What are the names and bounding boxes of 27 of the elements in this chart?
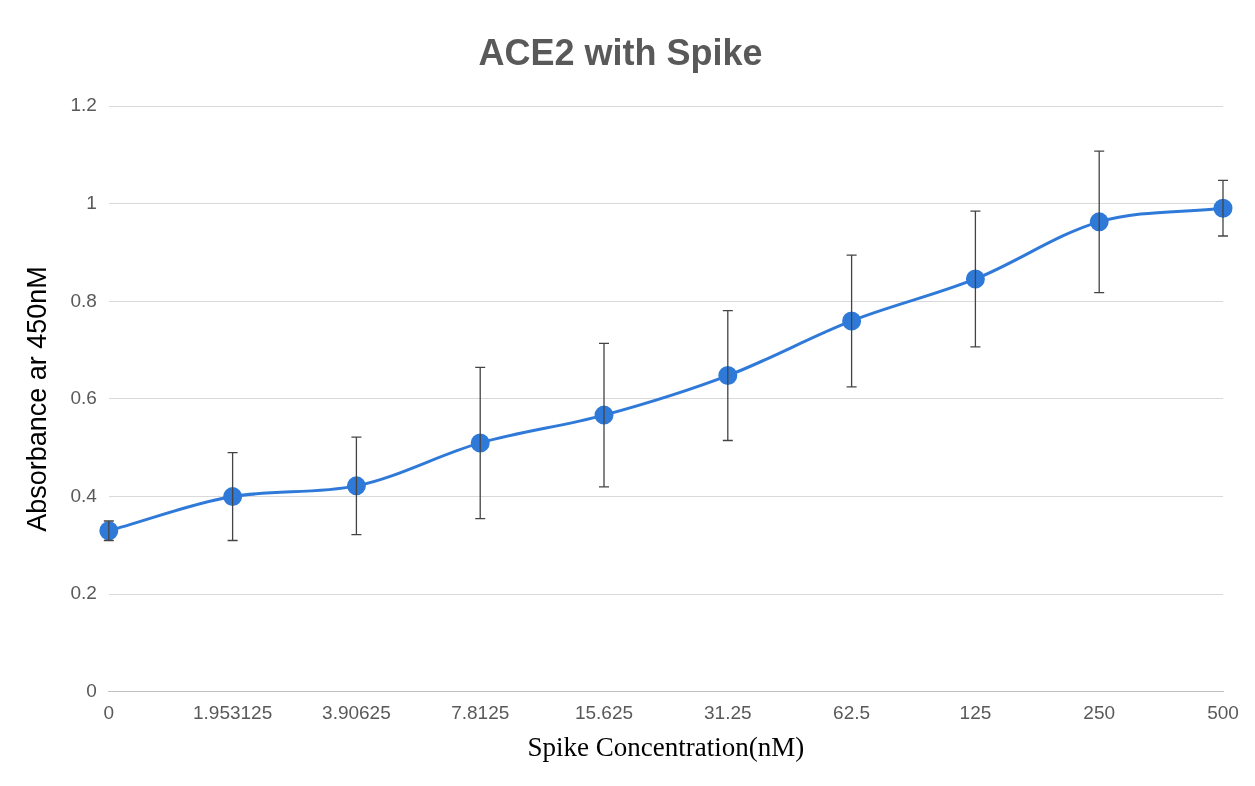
- point: [346, 476, 366, 496]
- point: [718, 366, 738, 386]
- point: [223, 487, 243, 507]
- point: [965, 269, 985, 289]
- point: [1089, 212, 1109, 232]
- x-tick-label: 0: [103, 702, 115, 724]
- y-tick-label: 0.2: [70, 582, 97, 604]
- y-tick-label: 0.4: [70, 484, 98, 506]
- x-tick-label: 7.8125: [451, 702, 510, 724]
- x-tick-label: 500: [1207, 702, 1239, 724]
- x-tick-label: 1.953125: [192, 702, 273, 724]
- x-tick-label: 3.90625: [322, 702, 391, 724]
- y-axis-title: Absorbance ar 450nM: [21, 266, 52, 532]
- point: [842, 311, 862, 331]
- x-tick-label: 62.5: [833, 702, 871, 724]
- y-tick-label: 0: [86, 680, 97, 702]
- y-tick-label: 0.8: [70, 289, 97, 311]
- y-tick-label: 1.2: [70, 94, 97, 116]
- x-tick-label: 31.25: [704, 702, 752, 724]
- x-axis-title: Spike Concentration(nM): [527, 731, 805, 762]
- y-tick-label: 1: [86, 192, 97, 214]
- x-tick-label: 250: [1083, 702, 1116, 724]
- y-tick-label: 0.6: [70, 387, 97, 409]
- point: [470, 433, 490, 453]
- chart-title: ACE2 with Spike: [478, 31, 763, 73]
- x-tick-label: 125: [959, 702, 992, 724]
- x-tick-label: 15.625: [574, 702, 634, 724]
